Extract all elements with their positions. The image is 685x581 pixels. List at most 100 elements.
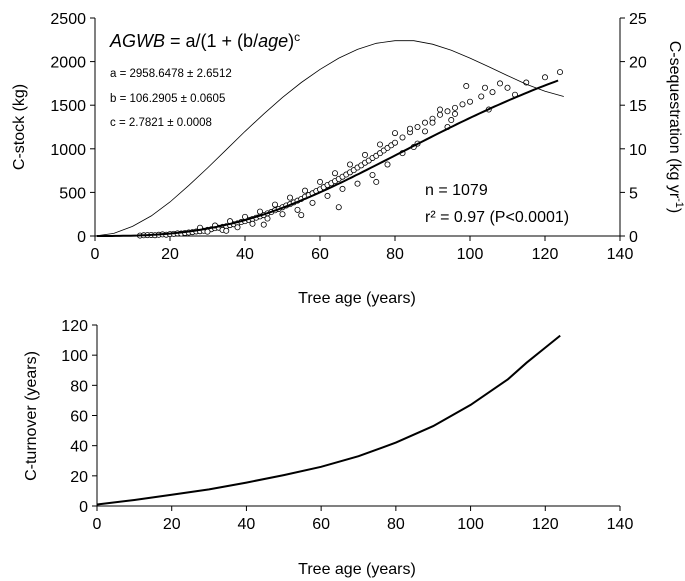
top-x-tick-label: 100 xyxy=(457,246,484,263)
top-y2-ticks: 0 5 10 15 20 25 xyxy=(620,11,647,246)
bottom-x-ticks: 0 20 40 60 80 100 120 140 xyxy=(93,506,634,533)
top-y-tick-label: 2500 xyxy=(50,11,86,28)
top-x-tick-label: 60 xyxy=(311,246,329,263)
scatter-point xyxy=(542,74,549,81)
bottom-y-tick-label: 120 xyxy=(61,318,88,335)
scatter-point xyxy=(249,220,256,227)
equation-label: AGWB = a/(1 + (b/age)c xyxy=(109,30,300,51)
scatter-point xyxy=(256,208,263,215)
scatter-point xyxy=(294,206,301,213)
top-chart: 0 20 40 60 80 100 120 140 05001000150020002500 … xyxy=(11,11,685,307)
scatter-point xyxy=(373,178,380,185)
top-y2-tick-label: 10 xyxy=(629,142,647,159)
scatter-point xyxy=(466,98,473,105)
scatter-point xyxy=(369,171,376,178)
bottom-y-tick-label: 100 xyxy=(61,348,88,365)
bottom-x-tick-label: 60 xyxy=(312,516,330,533)
scatter-point xyxy=(376,141,383,148)
top-y2-tick-label: 15 xyxy=(629,98,647,115)
top-y2-tick-label: 20 xyxy=(629,55,647,72)
bottom-chart: 0 20 40 60 80 100 120 140 0 20 40 60 80 100 120 Tree … xyxy=(23,318,633,578)
top-y-tick-label: 0 xyxy=(77,229,86,246)
top-y-tick-label: 500 xyxy=(59,185,86,202)
scatter-point xyxy=(463,83,470,90)
param-b: b = 106.2905 ± 0.0605 xyxy=(110,93,225,105)
top-y-axis-label: C-stock (kg) xyxy=(11,84,28,170)
top-x-tick-label: 120 xyxy=(532,246,559,263)
top-x-ticks: 0 20 40 60 80 100 120 140 xyxy=(91,236,634,263)
top-y-tick-label: 1000 xyxy=(50,142,86,159)
scatter-point xyxy=(489,89,496,96)
scatter-point xyxy=(421,119,428,126)
bottom-x-tick-label: 20 xyxy=(163,516,181,533)
bottom-y-tick-label: 40 xyxy=(70,439,88,456)
scatter-point xyxy=(234,224,241,231)
top-y2-axis-label: C-sequestration (kg yr-1) xyxy=(666,41,685,214)
top-y2-tick-label: 25 xyxy=(629,11,647,28)
top-y2-tick-label: 0 xyxy=(629,229,638,246)
top-x-tick-label: 0 xyxy=(91,246,100,263)
bottom-x-tick-label: 40 xyxy=(238,516,256,533)
bottom-y-tick-label: 20 xyxy=(70,469,88,486)
top-x-tick-label: 140 xyxy=(607,246,634,263)
scatter-point xyxy=(264,215,271,222)
scatter-point xyxy=(448,117,455,124)
bottom-y-ticks: 0 20 40 60 80 100 120 xyxy=(61,318,97,516)
top-x-tick-label: 80 xyxy=(386,246,404,263)
scatter-point xyxy=(335,204,342,211)
bottom-x-axis-label: Tree age (years) xyxy=(298,561,416,578)
stat-n: n = 1079 xyxy=(425,182,488,199)
scatter-point xyxy=(481,84,488,91)
scatter-point xyxy=(223,227,230,234)
top-x-axis-label: Tree age (years) xyxy=(298,290,416,307)
top-fit-line xyxy=(96,79,559,237)
scatter-point xyxy=(429,119,436,126)
scatter-point xyxy=(384,161,391,168)
scatter-point xyxy=(436,106,443,113)
scatter-point xyxy=(391,130,398,137)
bottom-y-tick-label: 80 xyxy=(70,378,88,395)
bottom-x-tick-label: 100 xyxy=(457,516,484,533)
scatter-point xyxy=(324,192,331,199)
scatter-point xyxy=(557,69,564,76)
scatter-point xyxy=(301,187,308,194)
scatter-point xyxy=(346,161,353,168)
scatter-point xyxy=(478,93,485,100)
scatter-point xyxy=(391,139,398,146)
param-a: a = 2958.6478 ± 2.6512 xyxy=(110,68,232,80)
scatter-point xyxy=(451,110,458,117)
bottom-plot-frame xyxy=(96,325,620,507)
scatter-point xyxy=(271,201,278,208)
scatter-point xyxy=(414,124,421,131)
scatter-point xyxy=(354,180,361,187)
bottom-y-axis-label: C-turnover (years) xyxy=(23,351,40,481)
scatter-point xyxy=(421,128,428,135)
scatter-point xyxy=(459,101,466,108)
top-x-tick-label: 40 xyxy=(236,246,254,263)
bottom-y-tick-label: 0 xyxy=(79,499,88,516)
scatter-point xyxy=(399,134,406,141)
scatter-point xyxy=(496,80,503,87)
scatter-point xyxy=(279,211,286,218)
scatter-point xyxy=(298,212,305,219)
bottom-x-tick-label: 120 xyxy=(532,516,559,533)
scatter-point xyxy=(451,104,458,111)
scatter-point xyxy=(260,221,267,228)
top-y-ticks: 0 500 1000 1500 2000 2500 xyxy=(50,11,95,246)
scatter-point xyxy=(309,199,316,206)
top-y-tick-label: 2000 xyxy=(50,55,86,72)
bottom-turnover-line xyxy=(96,334,561,506)
top-sequestration-line xyxy=(94,40,564,237)
scatter-point xyxy=(504,84,511,91)
scatter-point xyxy=(406,125,413,132)
bottom-x-tick-label: 0 xyxy=(93,516,102,533)
top-y2-tick-label: 5 xyxy=(629,185,638,202)
scatter-point xyxy=(444,108,451,115)
scatter-point xyxy=(286,194,293,201)
top-y-tick-label: 1500 xyxy=(50,98,86,115)
scatter-point xyxy=(331,170,338,177)
param-c: c = 2.7821 ± 0.0008 xyxy=(110,117,212,129)
bottom-x-tick-label: 140 xyxy=(607,516,634,533)
scatter-point xyxy=(339,185,346,192)
